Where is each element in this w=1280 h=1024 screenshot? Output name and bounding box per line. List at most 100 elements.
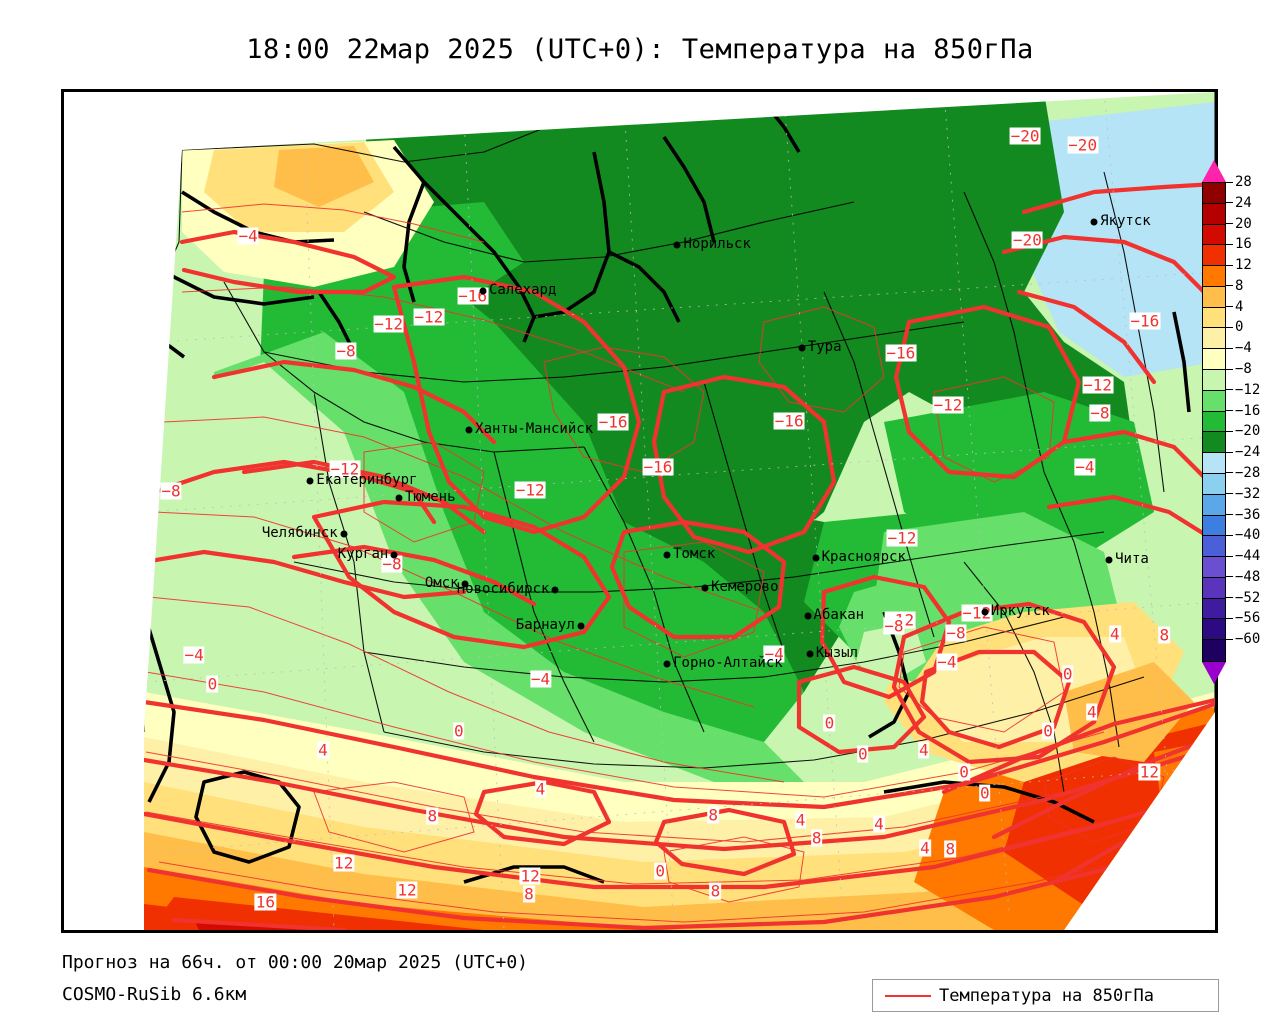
map-panel[interactable]: −4 −16 −12 −12 −8 −16 −16 −20 −20 −20 −12 −8 −16 −16 −… xyxy=(61,89,1218,933)
contour-label: −4 xyxy=(763,644,785,664)
city-label: Омск xyxy=(424,574,459,591)
city-dot-icon xyxy=(395,494,403,502)
colorbar-swatch xyxy=(1203,598,1225,620)
colorbar-swatch xyxy=(1203,286,1225,308)
city-label: Ханты-Мансийск xyxy=(475,420,594,437)
colorbar-tick: −32 xyxy=(1226,486,1260,502)
city-dot-icon xyxy=(981,608,989,616)
colorbar-swatch xyxy=(1203,619,1225,641)
colorbar-swatch xyxy=(1203,473,1225,495)
city-dot-icon xyxy=(390,551,398,559)
colorbar-tick: 28 xyxy=(1226,174,1252,190)
contour-label: 12 xyxy=(396,880,418,900)
city-label: Кемерово xyxy=(711,579,779,596)
city-dot-icon xyxy=(804,612,812,620)
colorbar-tick: −12 xyxy=(1226,382,1260,398)
contour-label: 12 xyxy=(1138,762,1161,782)
colorbar-under-arrow xyxy=(1202,662,1226,684)
city-dot-icon xyxy=(663,551,671,559)
colorbar-tick: 20 xyxy=(1226,216,1252,232)
city-label: Барнаул xyxy=(515,616,575,633)
colorbar-tick: −36 xyxy=(1226,507,1260,523)
contour-label: 8 xyxy=(1213,758,1215,776)
contour-label: 4 xyxy=(317,740,329,760)
colorbar-tick-label: 0 xyxy=(1235,319,1244,336)
contour-label: −16 xyxy=(1129,311,1161,331)
contour-label: 4 xyxy=(917,740,930,760)
contour-label: −8 xyxy=(883,616,905,636)
colorbar-tick-label: −20 xyxy=(1235,423,1261,440)
legend-line-swatch xyxy=(885,995,931,997)
city-dot-icon xyxy=(673,241,681,249)
colorbar-swatch xyxy=(1203,349,1225,371)
contour-label: −8 xyxy=(945,623,967,642)
contour-label: 0 xyxy=(823,713,836,733)
city-dot-icon xyxy=(551,586,559,594)
contour-label: 4 xyxy=(1086,702,1098,722)
colorbar-swatch xyxy=(1203,515,1225,537)
city-dot-icon xyxy=(479,287,487,295)
colorbar-tick: 12 xyxy=(1226,257,1252,273)
colorbar-tick-label: −32 xyxy=(1235,485,1261,502)
colorbar-tick-label: 16 xyxy=(1235,236,1252,253)
colorbar-tick-label: −56 xyxy=(1235,610,1261,627)
contour-label: 12 xyxy=(519,866,541,886)
contour-label: 4 xyxy=(794,810,807,830)
colorbar-tick-label: 28 xyxy=(1235,174,1252,190)
contour-label: 0 xyxy=(978,783,991,803)
colorbar-swatch xyxy=(1203,370,1225,391)
city-dot-icon xyxy=(461,580,469,588)
colorbar-tick-label: −36 xyxy=(1235,506,1261,523)
city-dot-icon xyxy=(577,622,585,630)
colorbar-tick: −28 xyxy=(1226,465,1260,481)
colorbar-over-arrow xyxy=(1202,160,1226,182)
colorbar-tick-label: −16 xyxy=(1235,402,1261,419)
colorbar-tick: −4 xyxy=(1226,340,1252,356)
contour-label: −8 xyxy=(335,341,357,361)
contour-label: −12 xyxy=(514,480,546,500)
colorbar-tick: 8 xyxy=(1226,278,1243,294)
colorbar-swatch xyxy=(1203,432,1225,454)
colorbar-tick: −60 xyxy=(1226,631,1260,647)
contour-label: 0 xyxy=(1061,664,1074,684)
contour-label: 8 xyxy=(1158,625,1171,645)
colorbar-tick-label: −12 xyxy=(1235,381,1261,398)
contour-label: −16 xyxy=(885,343,917,363)
contour-label: 0 xyxy=(958,762,970,782)
city-label: Норильск xyxy=(683,235,751,252)
city-dot-icon xyxy=(306,477,314,485)
colorbar-tick: −48 xyxy=(1226,569,1260,585)
map-overlay: −4 −16 −12 −12 −8 −16 −16 −20 −20 −20 −12 −8 −16 −16 −… xyxy=(64,92,1215,930)
model-name-line: COSMO-RuSib 6.6км xyxy=(62,984,247,1005)
colorbar-tick: −8 xyxy=(1226,361,1252,377)
contour-label: 0 xyxy=(1042,721,1054,741)
colorbar-tick-label: 4 xyxy=(1235,298,1244,315)
city-dot-icon xyxy=(806,650,814,658)
city-label: Томск xyxy=(673,545,716,562)
contour-label: 4 xyxy=(1109,624,1121,644)
colorbar-tick-label: −52 xyxy=(1235,589,1261,606)
colorbar-swatch xyxy=(1203,640,1225,661)
colorbar-tick-label: −44 xyxy=(1235,548,1261,565)
colorbar-swatch xyxy=(1203,203,1225,225)
contour-label: 4 xyxy=(919,838,931,858)
contour-label: −20 xyxy=(1009,126,1041,146)
colorbar-swatch xyxy=(1203,266,1225,287)
city-label: Челябинск xyxy=(261,524,338,541)
contour-label: 4 xyxy=(534,779,547,799)
colorbar-tick: 0 xyxy=(1226,319,1243,335)
city-label: Абакан xyxy=(813,606,865,623)
colorbar-swatch xyxy=(1203,453,1225,474)
city-label: Тюмень xyxy=(404,489,456,506)
page-title: 18:00 22мар 2025 (UTC+0): Температура на… xyxy=(246,34,1034,65)
colorbar-tick-label: −40 xyxy=(1235,527,1261,544)
contour-label: 16 xyxy=(254,892,277,911)
city-label: Салехард xyxy=(488,282,557,299)
contour-label: −12 xyxy=(886,528,918,548)
colorbar-tick-label: −24 xyxy=(1235,444,1261,461)
contour-label: −20 xyxy=(1067,135,1099,155)
contour-label: −8 xyxy=(160,481,182,501)
contour-label: 8 xyxy=(523,884,535,904)
colorbar[interactable] xyxy=(1202,182,1226,662)
city-dot-icon xyxy=(701,584,709,592)
